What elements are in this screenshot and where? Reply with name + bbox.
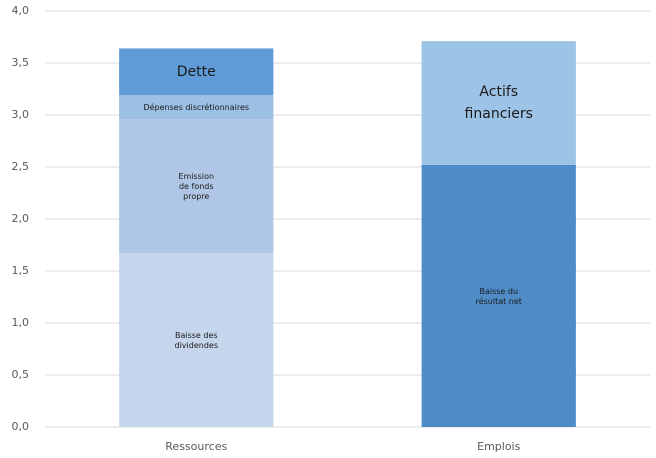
y-tick-label: 0,5 (12, 368, 30, 381)
segment-label: Dépenses discrétionnaires (143, 102, 249, 112)
y-tick-label: 1,5 (12, 264, 30, 277)
bar-segment (119, 253, 274, 427)
y-tick-label: 2,5 (12, 160, 30, 173)
y-tick-label: 4,0 (12, 4, 30, 17)
bar-segment (421, 41, 576, 165)
bar-segment (421, 164, 576, 428)
x-tick-label: Ressources (165, 440, 227, 453)
bar-segment (119, 119, 274, 254)
segment-label: Dette (177, 64, 216, 80)
y-tick-label: 2,0 (12, 212, 30, 225)
bar-segment (119, 95, 274, 120)
segment-label: Baisse des dividendes (175, 331, 219, 350)
y-tick-label: 3,0 (12, 108, 30, 121)
segment-label: Actifs financiers (465, 84, 533, 122)
y-tick-label: 3,5 (12, 56, 30, 69)
segment-label: Emission de fonds propre (178, 172, 214, 201)
x-tick-label: Emplois (477, 440, 520, 453)
y-tick-label: 0,0 (12, 420, 30, 433)
y-tick-label: 1,0 (12, 316, 30, 329)
bar-segment (119, 48, 274, 96)
segment-label: Baisse du résultat net (476, 286, 522, 305)
